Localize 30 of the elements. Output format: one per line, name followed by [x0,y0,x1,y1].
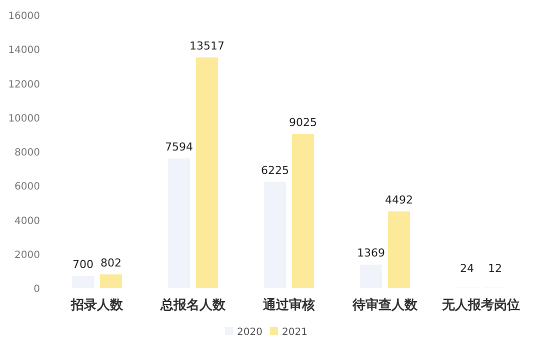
data-label: 1369 [357,246,385,260]
x-tick-label: 总报名人数 [160,297,226,313]
bar [100,274,122,288]
legend-label: 2021 [282,327,308,338]
data-label: 24 [460,262,474,275]
data-label: 4492 [385,193,413,206]
y-tick-label: 12000 [8,79,40,90]
data-label: 700 [72,258,94,272]
y-tick-label: 0 [34,284,40,295]
bar [292,134,314,288]
x-tick-label: 无人报考岗位 [441,298,520,313]
y-tick-label: 14000 [8,45,40,56]
bar [388,211,410,288]
data-label: 12 [488,262,502,275]
y-tick-label: 4000 [14,216,40,227]
y-tick-label: 10000 [8,113,40,124]
x-tick-label: 招录人数 [70,298,124,313]
x-tick-label: 通过审核 [262,297,315,313]
data-label: 9025 [289,116,317,130]
x-tick-label: 待审查人数 [352,297,418,313]
data-label: 7594 [165,140,193,154]
y-tick-label: 16000 [8,11,40,22]
data-label: 13517 [190,39,224,52]
legend-label: 2020 [237,327,262,338]
bar [196,57,218,288]
y-tick-label: 8000 [14,148,40,158]
y-tick-label: 6000 [14,182,40,193]
data-label: 6225 [261,164,289,177]
data-label: 802 [100,256,122,270]
y-tick-label: 2000 [14,250,40,261]
